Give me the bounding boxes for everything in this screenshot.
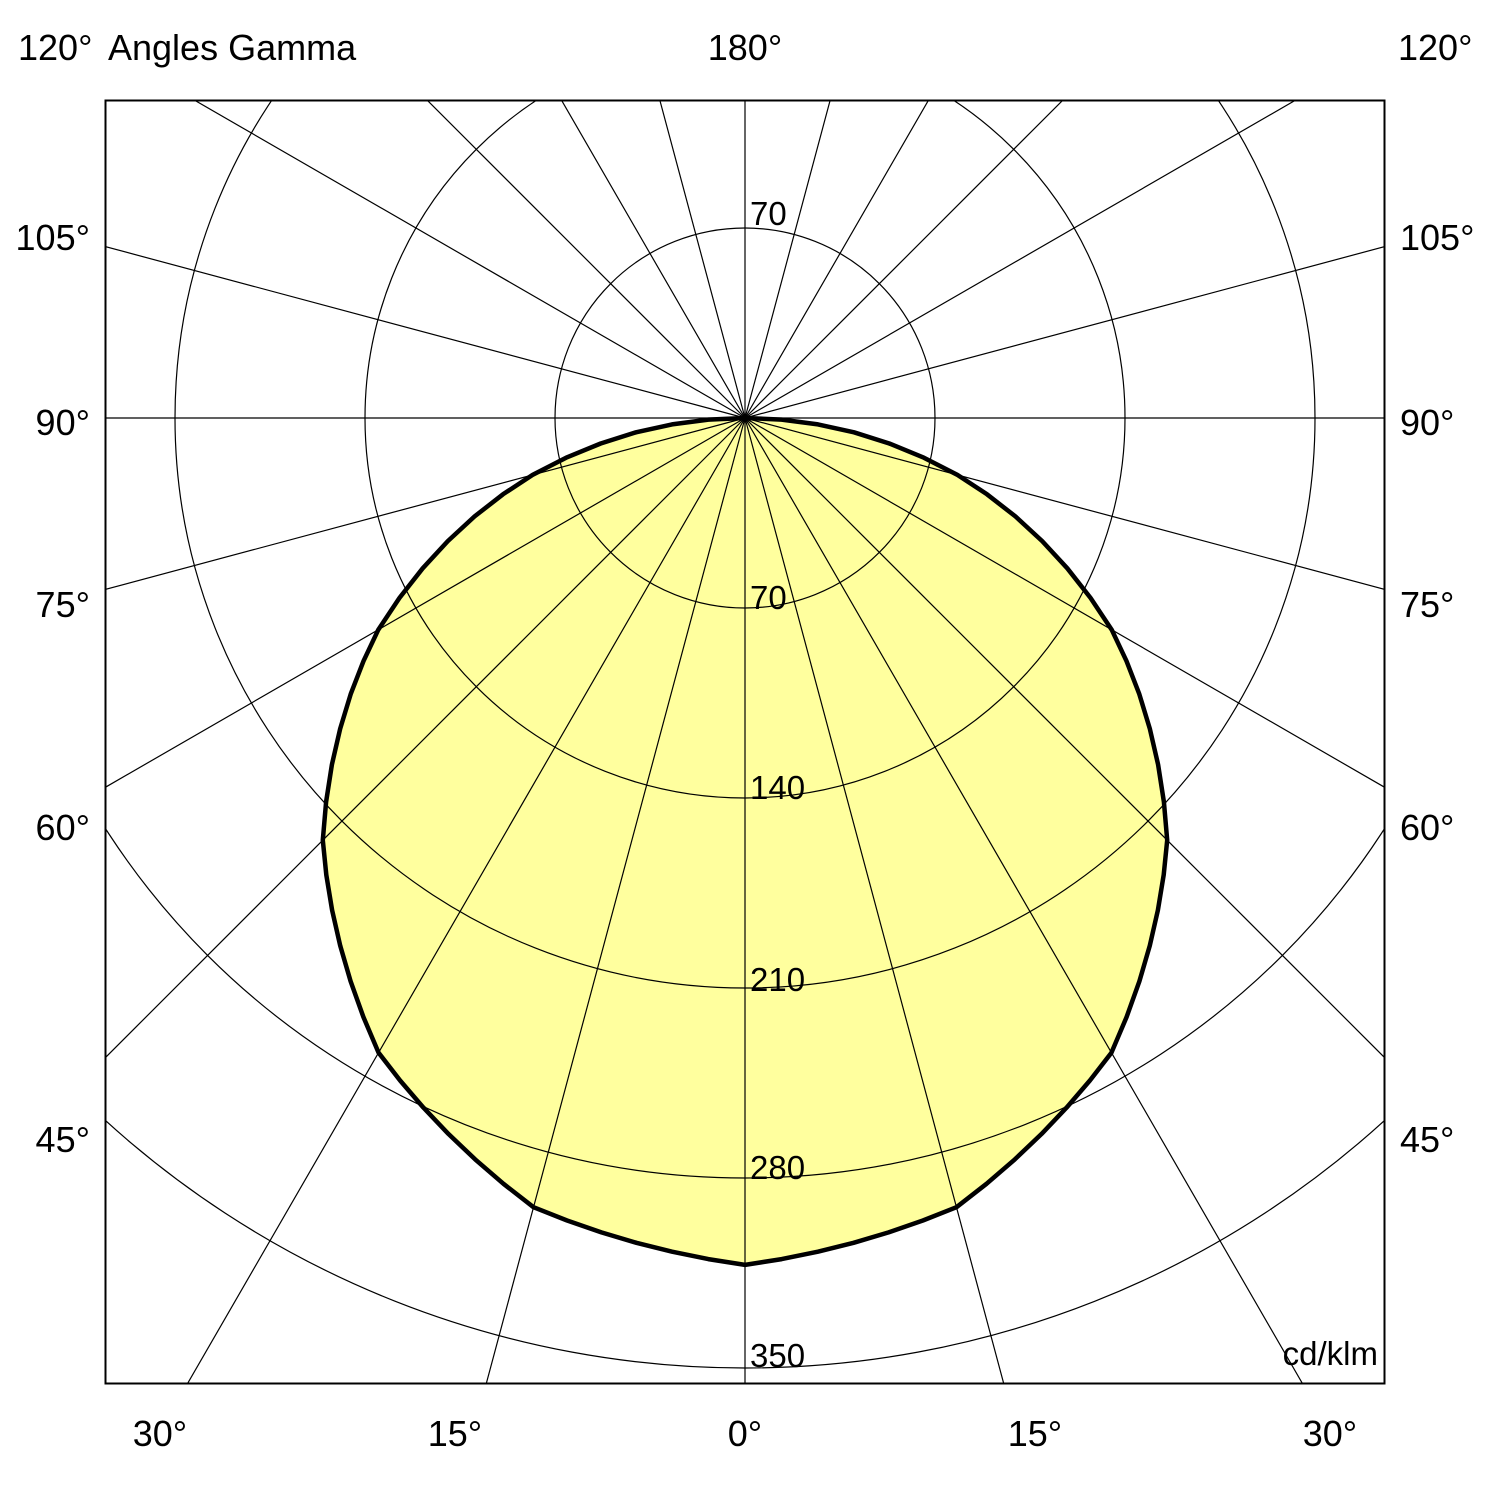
radial-tick-140: 140 [750,769,806,806]
radial-tick-350: 350 [750,1337,806,1374]
radial-tick-210: 210 [750,961,806,998]
gamma-label-bottom-0: 0° [727,1413,763,1454]
plot-frame [104,99,1386,1385]
gamma-label-left-60: 60° [35,807,90,848]
gamma-label-right-120: 120° [1398,27,1473,68]
gamma-label-right-105: 105° [1400,217,1475,258]
radial-tick-70-top: 70 [750,195,787,232]
gamma-label-left-75: 75° [35,584,90,625]
radial-tick-70: 70 [750,579,787,616]
radial-tick-280: 280 [750,1149,806,1186]
gamma-label-bottom-15l: 15° [427,1413,483,1454]
intensity-curve-outline [320,415,1170,1268]
gamma-label-right-90: 90° [1400,402,1455,443]
gamma-label-left-105: 105° [15,217,90,258]
gamma-label-bottom-30l: 30° [132,1413,188,1454]
gamma-label-bottom-30r: 30° [1302,1413,1358,1454]
gamma-label-right-45: 45° [1400,1119,1455,1160]
gamma-label-right-60: 60° [1400,807,1455,848]
gamma-label-left-45: 45° [35,1119,90,1160]
unit-label: cd/klm [1282,1335,1378,1372]
gamma-label-left-90: 90° [35,402,90,443]
chart-title: Angles Gamma [108,27,357,68]
gamma-label-left-120: 120° [18,27,93,68]
gamma-label-bottom-15r: 15° [1007,1413,1063,1454]
gamma-label-top-180: 180° [707,27,783,68]
gamma-label-right-75: 75° [1400,584,1455,625]
